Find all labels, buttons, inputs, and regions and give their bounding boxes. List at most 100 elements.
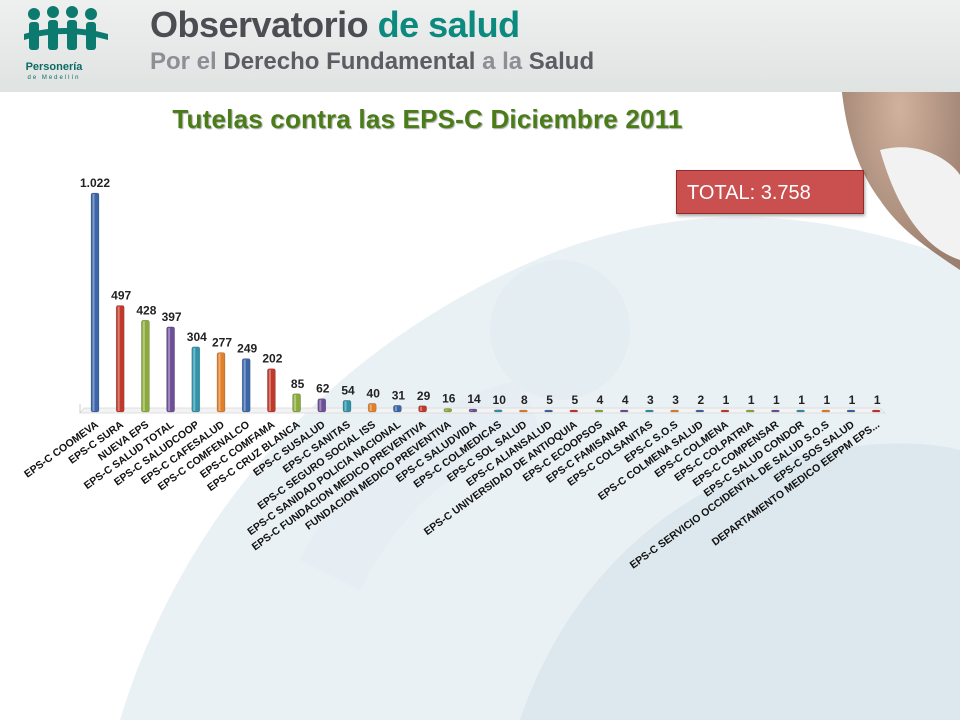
value-label: 31 [392,388,406,402]
bar [645,409,654,413]
brand-title-main: Observatorio [150,4,369,45]
bar [695,409,705,413]
bar [393,405,402,413]
bar [720,409,730,413]
value-label: 8 [521,393,528,407]
value-label: 5 [546,393,553,407]
value-label: 14 [467,392,481,406]
bar-highlight [394,406,397,411]
value-label: 16 [442,392,456,406]
bar-highlight [445,409,448,411]
subtitle-derecho: Derecho Fundamental [223,48,476,75]
value-label: 202 [262,352,282,366]
value-label: 497 [111,289,131,303]
value-label: 54 [341,383,355,397]
value-label: 1 [849,393,856,407]
logo-name: Personería [25,61,83,73]
bar-highlight [168,327,171,411]
value-label: 2 [697,393,704,407]
value-label: 1 [723,393,730,407]
value-label: 249 [237,342,257,356]
value-label: 62 [316,382,330,396]
subtitle-por: Por el [150,48,224,75]
value-label: 1 [874,393,881,407]
x-axis-floor [79,407,886,414]
bar [342,400,352,413]
value-label: 4 [622,393,629,407]
bar [569,409,579,413]
subtitle-a: a la [475,48,529,75]
bar [745,409,755,413]
value-label: 1 [748,393,755,407]
bar-highlight [142,321,145,411]
value-label: 397 [162,310,182,324]
value-label: 40 [367,386,381,400]
brand-title: Observatorio de salud [150,4,520,46]
bar [771,409,780,413]
bar-highlight [319,399,322,411]
bar [544,409,553,413]
bar [367,403,377,413]
value-label: 1 [773,393,780,407]
bar-highlight [420,406,423,411]
bar [216,352,226,413]
value-label: 1.022 [80,176,110,190]
bar [292,393,301,413]
bars-group [79,192,886,414]
bar-highlight [193,347,196,411]
chart-title: Tutelas contra las EPS-C Diciembre 2011 [172,104,683,134]
bar-highlight [218,353,221,411]
bar [871,409,881,413]
bar-highlight [92,194,95,411]
bar [594,409,604,413]
bar [619,409,629,413]
value-label: 10 [493,393,507,407]
value-label: 277 [212,336,232,350]
bar [191,346,201,413]
bar-highlight [369,404,372,411]
bar-highlight [294,394,297,411]
bar [493,409,503,413]
value-label: 85 [291,377,305,391]
value-label: 5 [571,393,578,407]
bar [166,326,175,413]
header-band [0,0,960,92]
bar [443,408,453,413]
value-label: 29 [417,389,431,403]
value-label: 3 [672,393,679,407]
bar [90,192,100,413]
bar-highlight [117,306,120,411]
bar-highlight [470,410,473,411]
bar [670,409,679,413]
value-label: 304 [187,330,207,344]
bar-highlight [344,401,347,411]
value-label: 3 [647,393,654,407]
brand-title-accent: salud [428,4,520,45]
value-label: 1 [798,393,805,407]
bar [519,409,528,413]
bar [821,409,831,413]
value-label: 1 [823,393,830,407]
value-label: 428 [136,303,156,317]
bar [317,398,327,413]
bar [115,305,125,413]
bar [418,405,427,413]
total-label: TOTAL: 3.758 [676,170,864,214]
brand-subtitle: Por el Derecho Fundamental a la Salud [150,48,594,76]
bar [241,358,251,413]
bar [796,409,805,413]
subtitle-salud: Salud [528,48,595,75]
bar [846,409,856,413]
bar-highlight [268,369,271,411]
bar [468,408,478,413]
people-group-icon [24,6,108,50]
bar-highlight [243,359,246,411]
bar [267,368,276,413]
value-label: 4 [597,393,604,407]
bar [141,319,150,413]
brand-title-mid: de [368,4,429,45]
